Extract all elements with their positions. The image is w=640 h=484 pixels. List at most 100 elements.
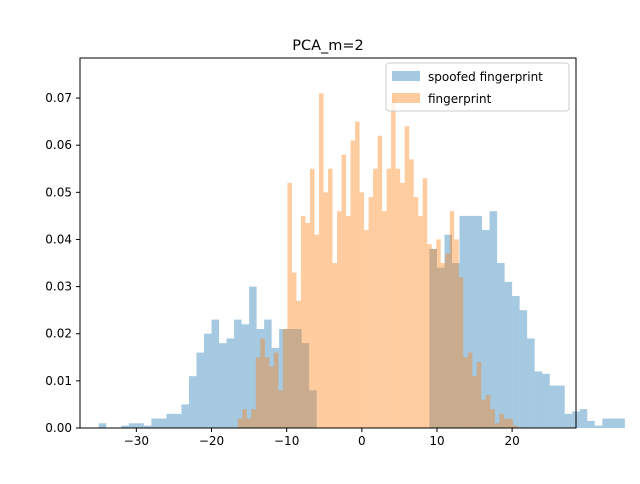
- histogram-bar: [341, 154, 347, 428]
- histogram-bar: [490, 409, 495, 428]
- histogram-bar: [332, 263, 338, 428]
- histogram-bar: [279, 329, 287, 428]
- histogram-bar: [255, 357, 261, 428]
- histogram-bar: [234, 319, 242, 428]
- chart-title: PCA_m=2: [292, 38, 364, 54]
- histogram-bar: [452, 263, 460, 428]
- histogram-bar: [481, 399, 486, 428]
- histogram-bar: [459, 215, 468, 428]
- histogram-bar: [609, 418, 618, 428]
- histogram-bar: [151, 418, 159, 428]
- histogram-bar: [364, 230, 369, 428]
- histogram-bar: [382, 211, 387, 428]
- histogram-bar: [454, 239, 459, 428]
- histogram-bar: [264, 319, 272, 428]
- histogram-bar: [158, 418, 167, 428]
- histogram-bar: [301, 343, 310, 428]
- histogram-bar: [519, 310, 528, 428]
- histogram-bar: [413, 197, 419, 428]
- histogram-bar: [242, 409, 247, 428]
- histogram-bar: [377, 135, 383, 429]
- histogram-bar: [557, 385, 565, 428]
- legend: spoofed fingerprint fingerprint: [385, 62, 570, 112]
- histogram-bar: [602, 418, 610, 428]
- histogram-bar: [269, 366, 274, 428]
- histogram-bar: [476, 362, 482, 428]
- x-tick-label: 10: [429, 434, 444, 448]
- histogram-bar: [373, 168, 378, 428]
- histogram-bar: [445, 253, 450, 428]
- histogram-bar: [309, 390, 317, 428]
- histogram-bar: [318, 93, 324, 429]
- histogram-bar: [260, 338, 265, 428]
- histogram-bar: [300, 215, 306, 428]
- y-tick-label: 0.05: [45, 185, 72, 199]
- histogram-bar: [503, 418, 509, 428]
- histogram-bar: [241, 324, 250, 428]
- histogram-bar: [246, 418, 252, 428]
- histogram-bar: [173, 413, 182, 428]
- histogram-bar: [309, 168, 315, 428]
- histogram-bar: [350, 140, 356, 428]
- histogram-bar: [458, 277, 464, 428]
- histogram-bar: [494, 423, 500, 428]
- histogram-bar: [409, 159, 414, 428]
- histogram-bar: [98, 423, 107, 428]
- histogram-bar: [499, 413, 504, 428]
- histogram-bar: [211, 319, 220, 428]
- histogram-bar: [467, 215, 475, 428]
- y-tick-label: 0.01: [45, 374, 72, 388]
- histogram-bar: [271, 347, 280, 428]
- histogram-bar: [418, 215, 423, 428]
- histogram-bar: [431, 248, 437, 428]
- histogram-bar: [485, 395, 491, 428]
- histogram-bar: [204, 333, 212, 428]
- histogram-bar: [472, 376, 477, 428]
- y-tick-label: 0.02: [45, 327, 72, 341]
- histogram-bar: [359, 192, 365, 428]
- histogram-bar: [549, 385, 558, 428]
- histogram-bar: [463, 357, 468, 428]
- histogram-bar: [305, 222, 310, 428]
- histogram-bar: [314, 234, 319, 428]
- histogram-bar: [219, 343, 227, 428]
- x-axis: −30 −20 −10 0 10 20: [124, 428, 520, 448]
- histogram-bar: [121, 425, 129, 428]
- histogram-bar: [594, 425, 603, 428]
- histogram-bar: [436, 267, 445, 428]
- histogram-bar: [251, 409, 256, 428]
- histogram-bar: [400, 182, 405, 428]
- histogram-bar: [467, 352, 473, 428]
- histogram-bar: [282, 329, 288, 428]
- histogram-bar: [579, 409, 588, 428]
- y-tick-label: 0.00: [45, 421, 72, 435]
- x-tick-label: 0: [358, 434, 366, 448]
- histogram-bar: [328, 168, 333, 428]
- series-1-bars: [237, 93, 518, 429]
- histogram-bar: [249, 286, 257, 428]
- plot-frame: [79, 57, 577, 429]
- histogram-bar: [512, 425, 518, 428]
- x-tick-label: −20: [199, 434, 224, 448]
- histogram-bar: [264, 357, 270, 428]
- histogram-bar: [136, 423, 144, 428]
- y-axis: 0.00 0.01 0.02 0.03 0.04 0.05 0.06 0.07: [45, 91, 80, 435]
- histogram-bar: [278, 390, 283, 428]
- histogram-bar: [188, 376, 197, 428]
- y-tick-label: 0.06: [45, 138, 72, 152]
- histogram-bar: [346, 215, 351, 428]
- histogram-bar: [617, 418, 625, 428]
- histogram-bar: [128, 423, 137, 428]
- histogram-bar: [449, 211, 455, 428]
- x-tick-label: −30: [124, 434, 149, 448]
- histogram-bar: [489, 211, 498, 428]
- histogram-bar: [587, 420, 595, 428]
- histogram-bar: [181, 404, 189, 428]
- legend-label: fingerprint: [428, 92, 492, 106]
- legend-box: [385, 62, 570, 112]
- histogram-bar: [323, 192, 328, 428]
- x-tick-label: −10: [274, 434, 299, 448]
- histogram-bar: [337, 211, 342, 428]
- histogram-bar: [355, 121, 360, 429]
